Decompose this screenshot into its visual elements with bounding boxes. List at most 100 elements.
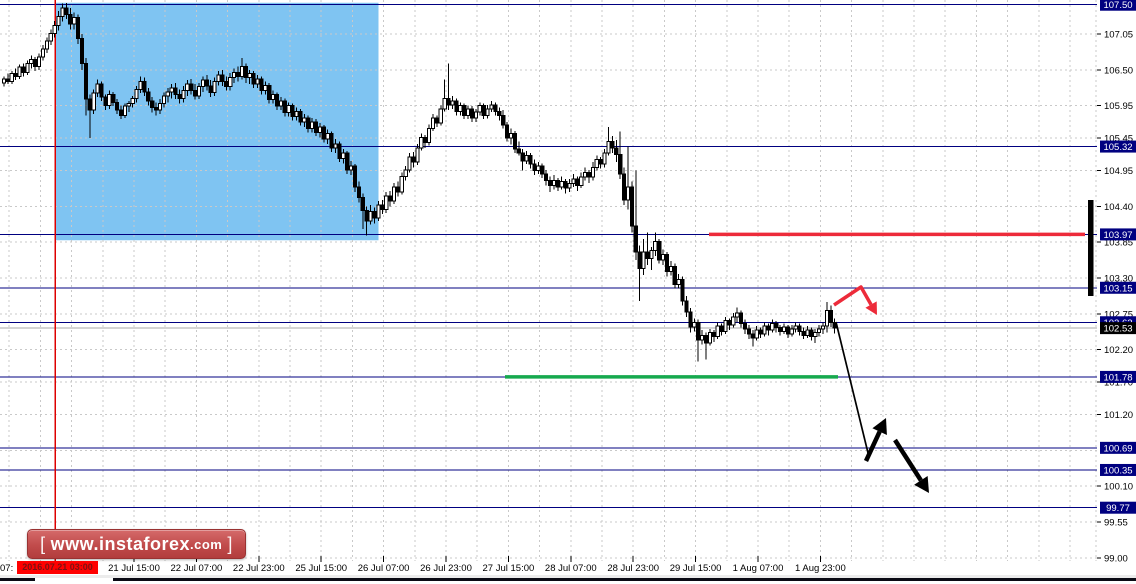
time-axis-label: 27 Jul 15:00 bbox=[483, 563, 535, 574]
candle-bullish bbox=[602, 152, 607, 165]
candle-bullish bbox=[559, 181, 564, 188]
candle-bearish bbox=[575, 178, 580, 187]
candle-bearish bbox=[672, 265, 677, 286]
candle-bullish bbox=[376, 204, 381, 219]
clipped-time-label: 07: bbox=[0, 563, 14, 574]
red-bent-arrow-head[interactable] bbox=[865, 301, 877, 315]
candle-bullish bbox=[430, 117, 436, 129]
candle-bearish bbox=[696, 321, 701, 341]
price-level-badge-text: 101.78 bbox=[1103, 372, 1132, 383]
price-level-badge-text: 99.77 bbox=[1106, 503, 1130, 514]
candle-bullish bbox=[286, 105, 291, 114]
candle-bearish bbox=[540, 165, 545, 175]
candle-bearish bbox=[259, 78, 264, 92]
projection-arrow-down[interactable] bbox=[893, 438, 923, 482]
candle-bullish bbox=[333, 143, 338, 149]
candle-bullish bbox=[793, 325, 798, 330]
price-tick-label: 103.85 bbox=[1104, 238, 1133, 249]
candle-bearish bbox=[664, 254, 670, 273]
price-level-badge bbox=[1100, 281, 1136, 294]
candle-bullish bbox=[56, 15, 61, 27]
candle-bearish bbox=[516, 148, 521, 154]
candle-bearish bbox=[446, 97, 451, 106]
candle-bullish bbox=[310, 121, 315, 129]
candle-bearish bbox=[785, 326, 790, 335]
candle-bearish bbox=[629, 186, 634, 227]
candle-bullish bbox=[317, 126, 322, 133]
candle-bullish bbox=[692, 321, 697, 328]
candle-bearish bbox=[13, 73, 18, 77]
price-level-badge bbox=[1100, 463, 1136, 476]
red-bent-arrow[interactable] bbox=[833, 285, 873, 307]
candle-bullish bbox=[477, 105, 482, 113]
candle-bearish bbox=[33, 58, 38, 68]
candle-bullish bbox=[165, 91, 170, 97]
candle-bullish bbox=[196, 86, 202, 97]
bottom-scroll-segment-left[interactable] bbox=[0, 578, 35, 581]
candle-bullish bbox=[247, 73, 252, 79]
projection-line[interactable] bbox=[835, 321, 870, 458]
candle-bearish bbox=[680, 278, 685, 302]
candle-bullish bbox=[17, 66, 22, 77]
candle-bearish bbox=[586, 172, 592, 178]
candle-bearish bbox=[208, 85, 213, 94]
projection-arrow-up[interactable] bbox=[863, 430, 882, 462]
candle-bearish bbox=[501, 114, 506, 126]
candle-bearish bbox=[118, 109, 124, 116]
candle-bullish bbox=[781, 326, 787, 332]
candle-bullish bbox=[625, 186, 631, 201]
candle-bullish bbox=[489, 104, 494, 110]
candle-bullish bbox=[25, 62, 30, 73]
candle-bullish bbox=[762, 325, 767, 335]
projection-arrow-up-head[interactable] bbox=[872, 418, 887, 435]
candle-bearish bbox=[711, 332, 716, 338]
candle-bullish bbox=[278, 100, 283, 107]
candle-bearish bbox=[434, 117, 439, 124]
candle-bullish bbox=[122, 105, 128, 116]
candle-bearish bbox=[423, 136, 428, 144]
candle-bearish bbox=[544, 173, 549, 181]
candle-bullish bbox=[700, 334, 705, 341]
candle-bearish bbox=[290, 105, 295, 118]
candle-bullish bbox=[228, 77, 233, 88]
price-tick-label: 99.00 bbox=[1104, 553, 1128, 564]
price-tick-label: 104.95 bbox=[1104, 166, 1133, 177]
candle-bullish bbox=[60, 7, 65, 17]
candle-bearish bbox=[345, 152, 350, 171]
candle-bullish bbox=[676, 278, 681, 286]
candle-bullish bbox=[29, 58, 34, 64]
candle-bearish bbox=[746, 328, 751, 335]
price-level-badge-text: 103.15 bbox=[1103, 283, 1132, 294]
candle-bearish bbox=[801, 330, 806, 336]
price-level-badge bbox=[1100, 140, 1136, 153]
price-tick-label: 99.55 bbox=[1104, 518, 1128, 529]
candle-bearish bbox=[462, 105, 467, 116]
candle-bearish bbox=[99, 83, 104, 98]
time-axis-label: 29 Jul 15:00 bbox=[670, 563, 722, 574]
candle-bearish bbox=[727, 319, 732, 326]
candle-bullish bbox=[302, 117, 307, 123]
watermark-tld: .com bbox=[190, 536, 223, 552]
candle-bullish bbox=[138, 81, 143, 90]
candle-bearish bbox=[388, 195, 393, 202]
bottom-scroll-segment-right[interactable] bbox=[113, 578, 1136, 581]
candle-bearish bbox=[115, 101, 120, 111]
candle-bullish bbox=[817, 328, 822, 334]
candle-bullish bbox=[130, 97, 135, 105]
candle-bearish bbox=[352, 165, 358, 188]
highlight-box[interactable] bbox=[55, 2, 379, 241]
price-level-badge bbox=[1100, 370, 1136, 383]
candle-bullish bbox=[37, 56, 42, 68]
time-axis-label: 28 Jul 07:00 bbox=[545, 563, 597, 574]
candle-bearish bbox=[189, 83, 194, 92]
candle-bearish bbox=[547, 179, 553, 187]
candle-bearish bbox=[633, 225, 638, 253]
candle-bullish bbox=[294, 110, 299, 118]
candle-bearish bbox=[750, 333, 755, 339]
candle-bearish bbox=[645, 251, 650, 259]
projection-arrow-down-head[interactable] bbox=[914, 476, 929, 493]
time-axis-label: 1 Aug 23:00 bbox=[795, 563, 846, 574]
candle-bearish bbox=[380, 204, 385, 211]
candle-bearish bbox=[282, 100, 287, 114]
price-level-badge-text: 107.50 bbox=[1103, 0, 1132, 11]
